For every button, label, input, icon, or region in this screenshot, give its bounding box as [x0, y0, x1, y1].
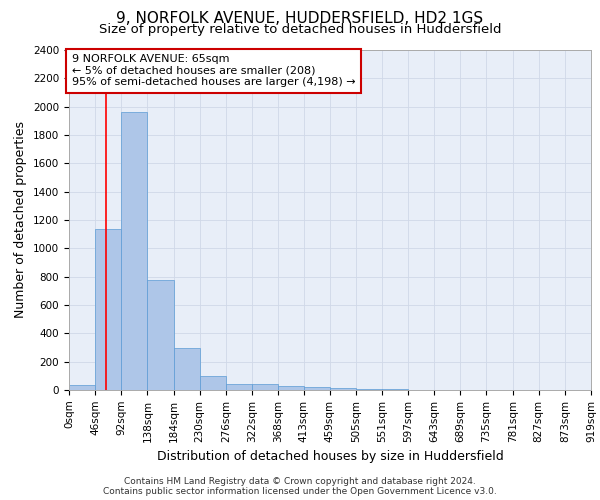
Bar — [356, 388, 382, 390]
Bar — [121, 112, 148, 390]
Bar — [173, 348, 200, 390]
Text: Contains HM Land Registry data © Crown copyright and database right 2024.
Contai: Contains HM Land Registry data © Crown c… — [103, 476, 497, 496]
Y-axis label: Number of detached properties: Number of detached properties — [14, 122, 28, 318]
Bar — [304, 387, 330, 390]
Bar — [148, 280, 173, 390]
Bar — [252, 384, 278, 390]
Bar — [69, 385, 95, 390]
Bar — [226, 384, 252, 390]
Bar — [200, 376, 226, 390]
Bar — [330, 388, 356, 390]
Text: Size of property relative to detached houses in Huddersfield: Size of property relative to detached ho… — [99, 22, 501, 36]
Text: 9, NORFOLK AVENUE, HUDDERSFIELD, HD2 1GS: 9, NORFOLK AVENUE, HUDDERSFIELD, HD2 1GS — [116, 11, 484, 26]
X-axis label: Distribution of detached houses by size in Huddersfield: Distribution of detached houses by size … — [157, 450, 503, 463]
Text: 9 NORFOLK AVENUE: 65sqm
← 5% of detached houses are smaller (208)
95% of semi-de: 9 NORFOLK AVENUE: 65sqm ← 5% of detached… — [72, 54, 355, 88]
Bar — [95, 229, 121, 390]
Bar — [278, 386, 304, 390]
